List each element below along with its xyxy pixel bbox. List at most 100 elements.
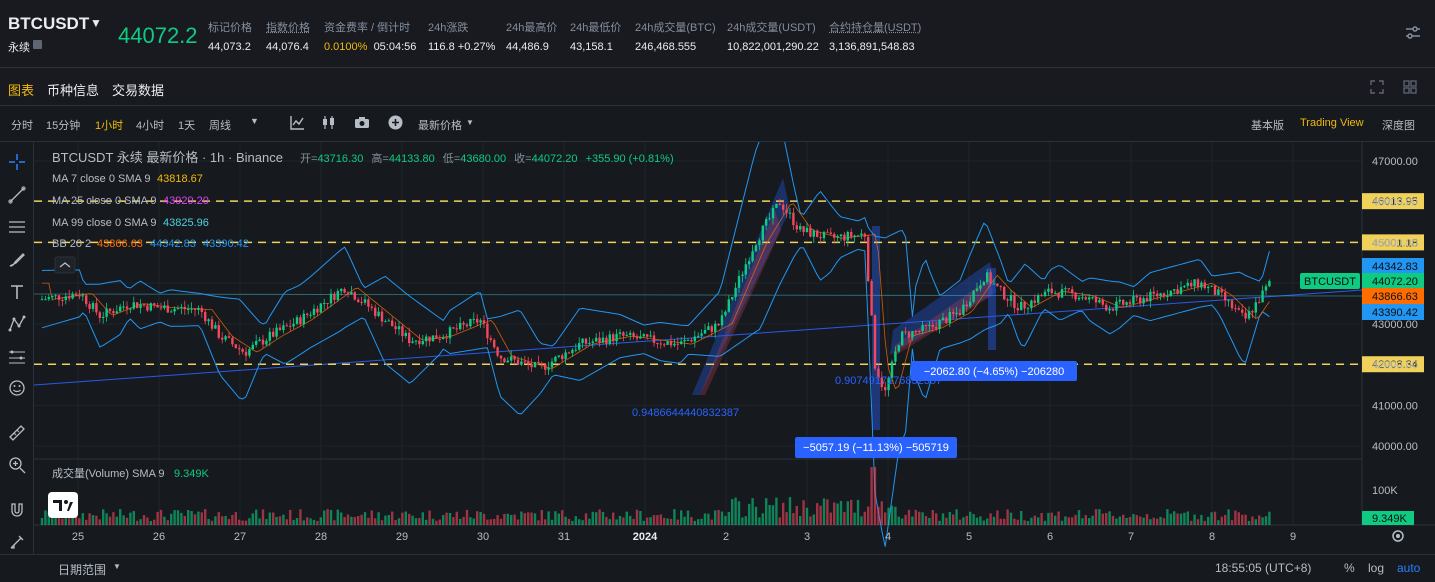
timeframe-tick[interactable]: 分时: [11, 120, 33, 132]
indicator-ma7[interactable]: MA 7 close 0 SMA 9: [52, 173, 150, 185]
price-chart[interactable]: 46013.95 45001.18 42008.34 47000.00 46000.0…: [34, 142, 1435, 554]
timeframe-15m[interactable]: 15分钟: [46, 120, 81, 132]
view-tradingview[interactable]: Trading View: [1300, 117, 1364, 129]
stat-label[interactable]: 合约持仓量(USDT): [829, 22, 922, 34]
view-basic[interactable]: 基本版: [1251, 120, 1284, 132]
stat-24h-low: 24h最低价 43,158.1: [570, 19, 621, 53]
tab-trading-data[interactable]: 交易数据: [112, 83, 165, 98]
tab-chart[interactable]: 图表: [8, 83, 35, 98]
prediction-icon[interactable]: [7, 346, 27, 366]
candle-body: [765, 219, 768, 226]
fullscreen-icon[interactable]: [1370, 80, 1384, 94]
volume-bar: [1071, 517, 1074, 525]
volume-bar: [605, 516, 608, 525]
volume-bar: [581, 520, 584, 525]
tradingview-logo[interactable]: [48, 492, 78, 518]
trend-line-icon[interactable]: [7, 185, 27, 205]
price-tag: 44072.20: [1372, 276, 1418, 288]
clock-timezone[interactable]: 18:55:05 (UTC+8): [1215, 561, 1312, 575]
candle-body: [564, 352, 567, 360]
magnet-icon[interactable]: [7, 500, 27, 520]
volume-bar: [78, 518, 81, 525]
emoji-icon[interactable]: [7, 378, 27, 398]
log-scale-toggle[interactable]: log: [1368, 561, 1385, 575]
view-depth[interactable]: 深度图: [1382, 120, 1415, 132]
candle-body: [812, 230, 815, 237]
add-plus-icon[interactable]: [388, 115, 403, 130]
chart-settings-gear-icon[interactable]: [1392, 530, 1404, 542]
candle-body: [768, 218, 771, 220]
volume-bar: [408, 513, 411, 525]
text-tool-icon[interactable]: [7, 282, 27, 302]
timeframe-1w[interactable]: 周线: [209, 120, 231, 132]
volume-bar: [520, 511, 523, 525]
symbol-selector[interactable]: BTCUSDT: [8, 14, 90, 33]
candle-body: [873, 315, 877, 369]
volume-bar: [1074, 514, 1077, 525]
candle-body: [1020, 301, 1023, 311]
date-range-caret-icon[interactable]: ▼: [113, 562, 121, 571]
indicator-chart-icon[interactable]: [290, 115, 305, 130]
volume-bar: [618, 515, 622, 525]
candle-body: [622, 332, 625, 336]
stat-value: 43,158.1: [570, 41, 613, 53]
candle-body: [1237, 308, 1240, 310]
settings-sliders-icon[interactable]: [1405, 26, 1421, 40]
candle-body: [965, 304, 968, 307]
candle-body: [1094, 297, 1098, 303]
timeframe-4h[interactable]: 4小时: [136, 120, 165, 132]
candle-body: [214, 325, 217, 329]
crosshair-icon[interactable]: [7, 152, 27, 172]
indicator-ma99[interactable]: MA 99 close 0 SMA 9: [52, 217, 157, 229]
volume-bar: [676, 519, 679, 525]
stat-label[interactable]: 指数价格: [266, 22, 310, 34]
candle-body: [867, 236, 870, 282]
ruler-icon[interactable]: [7, 423, 27, 443]
candle-body: [482, 320, 486, 324]
candle-body: [71, 293, 74, 299]
stat-value: 44,076.4: [266, 41, 309, 53]
volume-bar: [40, 518, 44, 525]
percent-scale-toggle[interactable]: %: [1344, 561, 1355, 575]
volume-bar: [1128, 517, 1132, 525]
pattern-triangle-1-red: [700, 210, 781, 395]
candle-body: [217, 325, 220, 338]
tab-coin-info[interactable]: 币种信息: [47, 83, 100, 98]
date-range-button[interactable]: 日期范围: [58, 563, 107, 577]
volume-bar: [1088, 518, 1091, 525]
volume-bar: [1176, 513, 1179, 525]
candlestick-icon[interactable]: [321, 115, 337, 130]
timeframe-1d[interactable]: 1天: [178, 120, 196, 132]
price-type-select[interactable]: 最新价格: [418, 120, 462, 132]
indicator-bb[interactable]: BB 20 2: [52, 238, 91, 250]
stat-index-price[interactable]: 指数价格 44,076.4: [266, 19, 310, 53]
volume-legend[interactable]: 成交量(Volume) SMA 9: [52, 466, 164, 480]
zoom-in-icon[interactable]: [7, 455, 27, 475]
camera-icon[interactable]: [354, 116, 370, 129]
horizontal-lines-icon[interactable]: [7, 217, 27, 237]
volume-bar: [146, 517, 149, 525]
indicator-ma25[interactable]: MA 25 close 0 SMA 9: [52, 195, 157, 207]
pattern-icon[interactable]: [7, 314, 27, 334]
candle-body: [187, 309, 190, 311]
lock-drawing-icon[interactable]: [7, 532, 27, 552]
collapse-legend-button[interactable]: [54, 256, 76, 274]
brush-icon[interactable]: [7, 250, 27, 270]
chevron-up-icon[interactable]: [59, 262, 71, 268]
price-type-caret-icon[interactable]: ▼: [466, 118, 474, 127]
volume-bar: [578, 519, 581, 525]
auto-scale-toggle[interactable]: auto: [1397, 561, 1421, 575]
timeframe-1h[interactable]: 1小时: [95, 120, 124, 132]
candle-body: [547, 367, 550, 370]
volume-bar: [795, 505, 798, 525]
layout-grid-icon[interactable]: [1403, 80, 1417, 94]
stat-value: 44,073.2: [208, 41, 251, 53]
candle-body: [221, 337, 224, 340]
volume-bar: [1033, 515, 1036, 525]
candle-body: [625, 334, 628, 336]
stat-open-interest[interactable]: 合约持仓量(USDT) 3,136,891,548.83: [829, 19, 921, 53]
volume-bar: [190, 511, 193, 525]
candle-body: [884, 387, 887, 391]
more-timeframes-caret-icon[interactable]: ▼: [250, 116, 259, 126]
caret-down-icon[interactable]: ▼: [90, 16, 102, 30]
